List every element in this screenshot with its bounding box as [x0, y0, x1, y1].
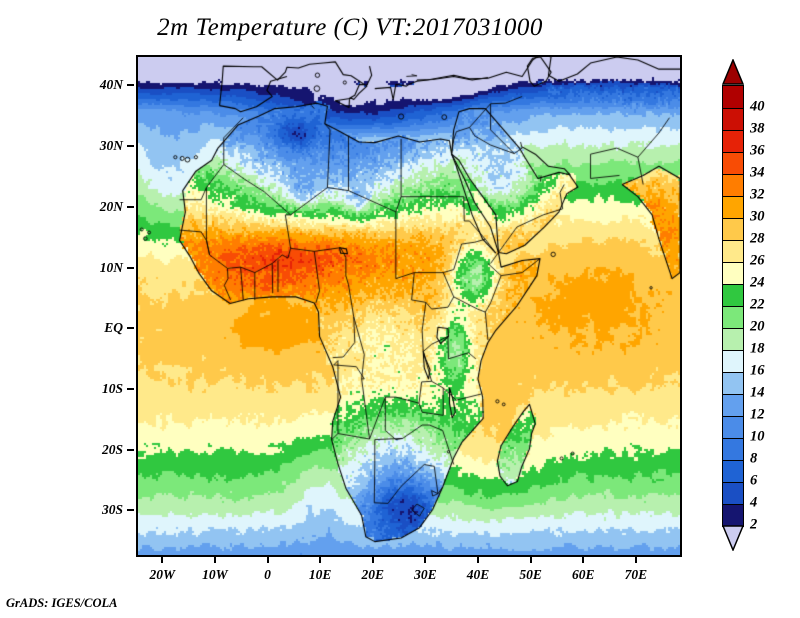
temperature-field-canvas [138, 57, 680, 555]
longitude-label-10e: 10E [308, 567, 332, 582]
colorbar-tick-label-34: 34 [750, 164, 765, 181]
longitude-tick [319, 556, 322, 563]
latitude-tick [127, 448, 134, 451]
latitude-tick [127, 84, 134, 87]
colorbar-tick-label-20: 20 [750, 318, 765, 335]
latitude-label-eq: EQ [104, 320, 123, 336]
colorbar-band[interactable] [722, 371, 744, 395]
colorbar-above-max-arrow [721, 58, 745, 85]
longitude-label-60e: 60E [572, 567, 595, 582]
colorbar-tick-label-30: 30 [750, 208, 765, 225]
latitude-label-20n: 20N [99, 198, 123, 214]
latitude-label-30s: 30S [101, 502, 123, 518]
longitude-tick [213, 556, 216, 563]
colorbar-tick-label-18: 18 [750, 340, 765, 357]
longitude-label-0: 0 [264, 567, 271, 582]
longitude-label-70e: 70E [624, 567, 648, 582]
colorbar-tick-label-38: 38 [750, 120, 765, 137]
longitude-label-40e: 40E [466, 567, 490, 582]
latitude-tick [127, 266, 134, 269]
colorbar-band[interactable] [722, 503, 744, 527]
latitude-label-40n: 40N [99, 77, 123, 93]
colorbar-band[interactable] [722, 415, 744, 439]
colorbar-tick-label-16: 16 [750, 362, 765, 379]
colorbar-band[interactable] [722, 107, 744, 131]
latitude-label-10s: 10S [101, 381, 123, 397]
colorbar-tick-label-4: 4 [750, 494, 758, 511]
colorbar-tick-label-26: 26 [750, 252, 765, 269]
colorbar-band[interactable] [722, 349, 744, 373]
longitude-label-10w: 10W [202, 567, 228, 582]
latitude-label-20s: 20S [101, 441, 123, 457]
longitude-tick [161, 556, 164, 563]
colorbar-band[interactable] [722, 481, 744, 505]
colorbar-band[interactable] [722, 173, 744, 197]
latitude-tick [127, 388, 134, 391]
colorbar-tick-label-14: 14 [750, 384, 765, 401]
longitude-tick [424, 556, 427, 563]
colorbar-tick-label-40: 40 [750, 98, 765, 115]
temperature-map-panel[interactable] [136, 55, 682, 557]
longitude-tick [634, 556, 637, 563]
page-title: 2m Temperature (C) VT:2017031000 [157, 14, 543, 41]
longitude-label-50e: 50E [519, 567, 542, 582]
colorbar-band[interactable] [722, 195, 744, 219]
colorbar-tick-label-6: 6 [750, 472, 758, 489]
colorbar-tick-label-28: 28 [750, 230, 765, 247]
colorbar-band[interactable] [722, 437, 744, 461]
longitude-tick [582, 556, 585, 563]
colorbar-band[interactable] [722, 239, 744, 263]
grads-credit: GrADS: IGES/COLA [6, 596, 118, 610]
latitude-label-10n: 10N [99, 259, 123, 275]
colorbar-band[interactable] [722, 85, 744, 109]
colorbar-band[interactable] [722, 151, 744, 175]
latitude-label-30n: 30N [99, 138, 123, 154]
colorbar-band[interactable] [722, 129, 744, 153]
longitude-tick [371, 556, 374, 563]
longitude-tick [477, 556, 480, 563]
temperature-colorbar[interactable] [721, 58, 745, 552]
longitude-label-20w: 20W [149, 567, 176, 582]
colorbar-tick-label-2: 2 [750, 516, 758, 533]
latitude-tick [127, 145, 134, 148]
colorbar-below-min-arrow [721, 525, 745, 552]
colorbar-band[interactable] [722, 305, 744, 329]
colorbar-tick-label-32: 32 [750, 186, 765, 203]
colorbar-band[interactable] [722, 393, 744, 417]
colorbar-band[interactable] [722, 283, 744, 307]
colorbar-tick-label-8: 8 [750, 450, 758, 467]
colorbar-band[interactable] [722, 327, 744, 351]
colorbar-tick-label-10: 10 [750, 428, 765, 445]
longitude-tick [529, 556, 532, 563]
longitude-tick [266, 556, 269, 563]
colorbar-tick-label-12: 12 [750, 406, 765, 423]
colorbar-band[interactable] [722, 217, 744, 241]
colorbar-band[interactable] [722, 459, 744, 483]
colorbar-band[interactable] [722, 261, 744, 285]
colorbar-tick-label-36: 36 [750, 142, 765, 159]
longitude-label-30e: 30E [414, 567, 437, 582]
latitude-tick [127, 509, 134, 512]
colorbar-tick-label-22: 22 [750, 296, 765, 313]
latitude-tick [127, 327, 134, 330]
longitude-label-20e: 20E [361, 567, 385, 582]
latitude-tick [127, 205, 134, 208]
colorbar-tick-label-24: 24 [750, 274, 765, 291]
